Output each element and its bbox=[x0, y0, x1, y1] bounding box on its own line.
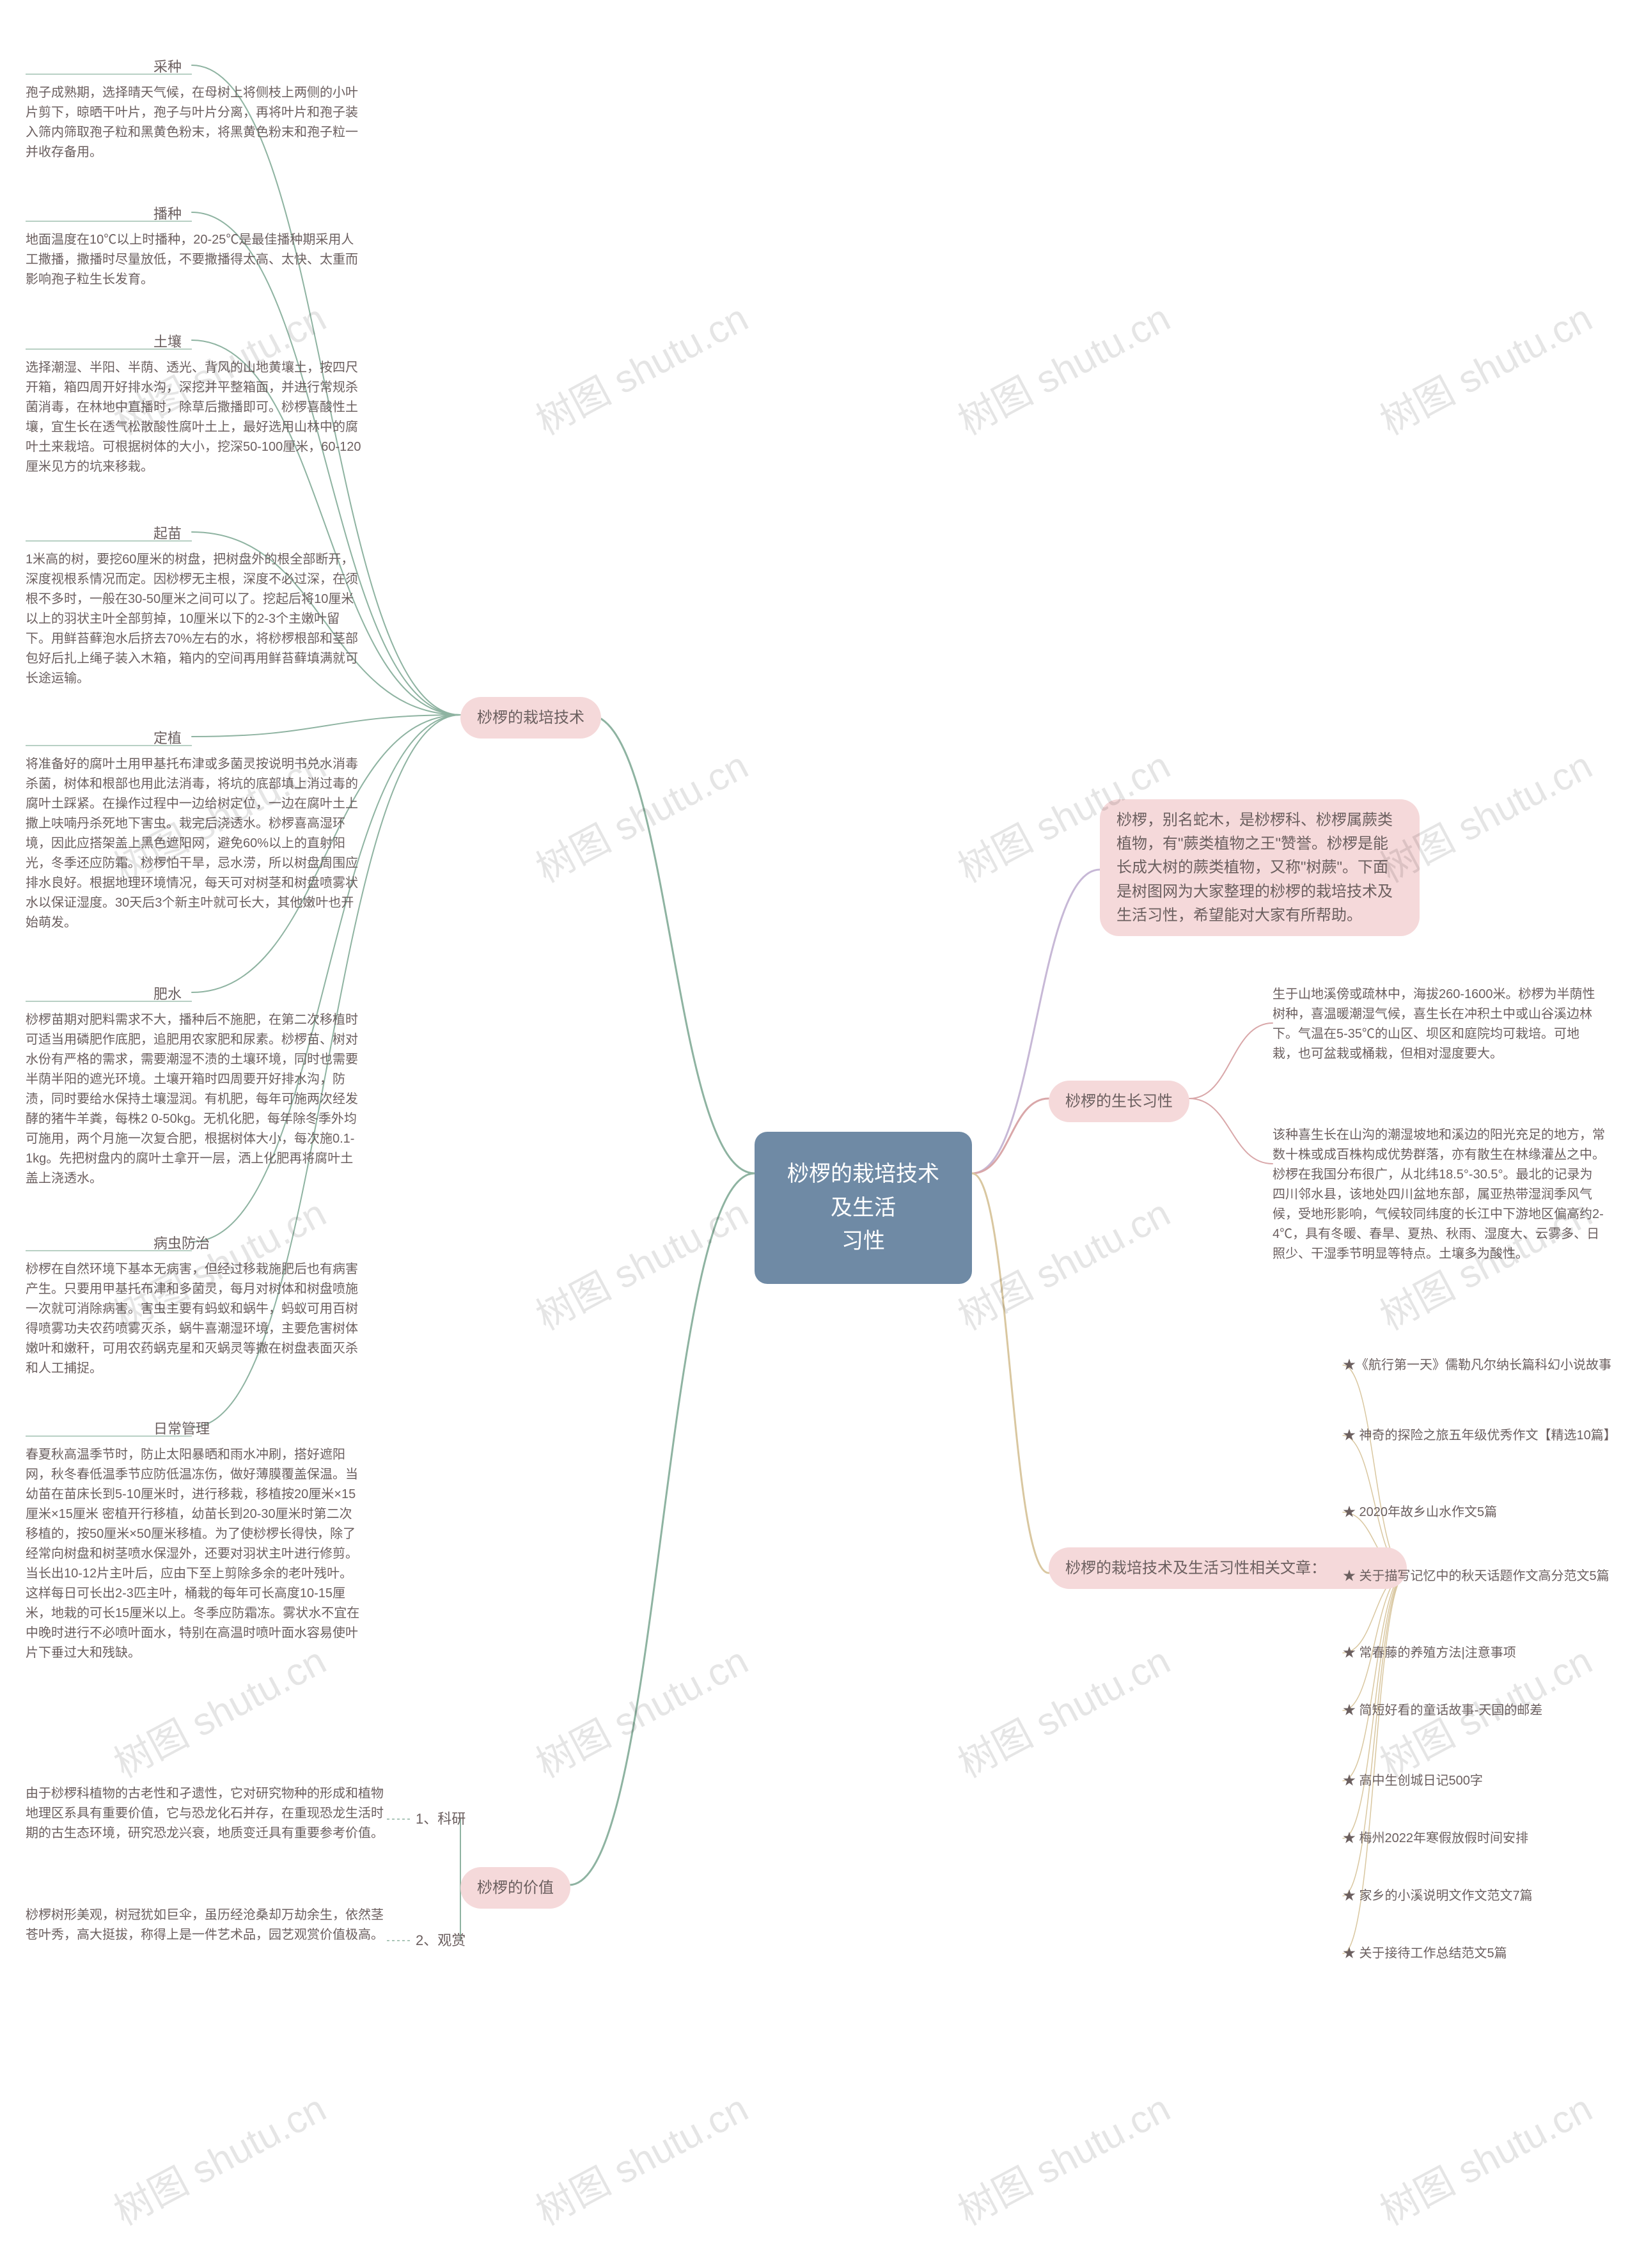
tech-item-title: 肥水 bbox=[153, 986, 182, 1002]
article-item[interactable]: ★ 常春藤的养殖方法|注意事项 bbox=[1343, 1643, 1618, 1662]
value-branch: 桫椤的价值 bbox=[460, 1867, 570, 1909]
article-text: ★ 2020年故乡山水作文5篇 bbox=[1343, 1505, 1497, 1519]
value-item-title-node: 2、观赏 bbox=[416, 1931, 466, 1951]
value-item-title: 1、科研 bbox=[416, 1811, 466, 1827]
growth-item: 生于山地溪傍或疏林中，海拔260-1600米。桫椤为半荫性树种，喜温暖潮湿气候，… bbox=[1273, 985, 1605, 1064]
watermark: 树图 shutu.cn bbox=[947, 288, 1179, 446]
tech-item-title-node: 定植 bbox=[153, 729, 182, 749]
tech-item-title: 病虫防治 bbox=[153, 1235, 210, 1251]
article-item[interactable]: ★ 2020年故乡山水作文5篇 bbox=[1343, 1503, 1618, 1522]
article-item[interactable]: ★ 家乡的小溪说明文作文范文7篇 bbox=[1343, 1886, 1618, 1905]
tech-item-title-node: 肥水 bbox=[153, 985, 182, 1005]
value-item-body: 桫椤树形美观，树冠犹如巨伞，虽历经沧桑却万劫余生，依然茎苍叶秀，高大挺拔，称得上… bbox=[26, 1908, 384, 1942]
watermark: 树图 shutu.cn bbox=[947, 2078, 1179, 2236]
tech-branch: 桫椤的栽培技术 bbox=[460, 697, 601, 739]
value-item-body: 由于桫椤科植物的古老性和孑遗性，它对研究物种的形成和植物地理区系具有重要价值，它… bbox=[26, 1787, 384, 1840]
value-item: 桫椤树形美观，树冠犹如巨伞，虽历经沧桑却万劫余生，依然茎苍叶秀，高大挺拔，称得上… bbox=[26, 1905, 384, 1945]
tech-item-title: 定植 bbox=[153, 730, 182, 746]
tech-item-title-node: 播种 bbox=[153, 205, 182, 224]
tech-item-title: 播种 bbox=[153, 206, 182, 222]
watermark: 树图 shutu.cn bbox=[525, 1631, 756, 1788]
watermark: 树图 shutu.cn bbox=[525, 1183, 756, 1341]
tech-item-title-node: 病虫防治 bbox=[153, 1234, 210, 1254]
tech-item-title: 土壤 bbox=[153, 334, 182, 350]
tech-item: 选择潮湿、半阳、半荫、透光、背风的山地黄壤土，按四尺开箱，箱四周开好排水沟，深挖… bbox=[26, 358, 364, 477]
tech-item: 桫椤在自然环境下基本无病害，但经过移栽施肥后也有病害产生。只要用甲基托布津和多菌… bbox=[26, 1260, 364, 1379]
tech-item: 地面温度在10℃以上时播种，20-25℃是最佳播种期采用人工撒播，撒播时尽量放低… bbox=[26, 230, 364, 290]
article-text: ★ 高中生创城日记500字 bbox=[1343, 1774, 1483, 1788]
watermark: 树图 shutu.cn bbox=[525, 288, 756, 446]
tech-item-title-node: 土壤 bbox=[153, 332, 182, 352]
growth-item-text: 该种喜生长在山沟的潮湿坡地和溪边的阳光充足的地方，常数十株或成百株构成优势群落，… bbox=[1273, 1128, 1605, 1261]
article-text: ★ 简短好看的童话故事-天国的邮差 bbox=[1343, 1703, 1542, 1717]
tech-item-body: 春夏秋高温季节时，防止太阳暴晒和雨水冲刷，搭好遮阳网，秋冬春低温季节应防低温冻伤… bbox=[26, 1448, 359, 1660]
tech-item-title: 日常管理 bbox=[153, 1421, 210, 1437]
tech-item: 桫椤苗期对肥料需求不大，播种后不施肥，在第二次移植时可适当用磷肥作底肥，追肥用农… bbox=[26, 1010, 364, 1189]
article-text: ★ 常春藤的养殖方法|注意事项 bbox=[1343, 1646, 1516, 1660]
article-text: ★ 家乡的小溪说明文作文范文7篇 bbox=[1343, 1889, 1533, 1903]
tech-item-title-node: 日常管理 bbox=[153, 1419, 210, 1439]
article-item[interactable]: ★ 高中生创城日记500字 bbox=[1343, 1771, 1618, 1790]
value-label: 桫椤的价值 bbox=[477, 1879, 554, 1897]
watermark: 树图 shutu.cn bbox=[525, 735, 756, 893]
center-node: 桫椤的栽培技术及生活习性 bbox=[755, 1132, 972, 1284]
growth-item: 该种喜生长在山沟的潮湿坡地和溪边的阳光充足的地方，常数十株或成百株构成优势群落，… bbox=[1273, 1125, 1605, 1264]
watermark: 树图 shutu.cn bbox=[103, 2078, 334, 2236]
tech-item-body: 地面温度在10℃以上时播种，20-25℃是最佳播种期采用人工撒播，撒播时尽量放低… bbox=[26, 233, 358, 286]
article-item[interactable]: ★ 梅州2022年寒假放假时间安排 bbox=[1343, 1829, 1618, 1848]
article-text: ★ 梅州2022年寒假放假时间安排 bbox=[1343, 1831, 1528, 1845]
tech-item-title-node: 起苗 bbox=[153, 524, 182, 544]
tech-item-body: 桫椤在自然环境下基本无病害，但经过移栽施肥后也有病害产生。只要用甲基托布津和多菌… bbox=[26, 1262, 358, 1375]
article-item[interactable]: ★ 神奇的探险之旅五年级优秀作文【精选10篇】 bbox=[1343, 1426, 1618, 1445]
article-text: ★ 关于接待工作总结范文5篇 bbox=[1343, 1946, 1507, 1960]
tech-item: 将准备好的腐叶土用甲基托布津或多菌灵按说明书兑水消毒杀菌，树体和根部也用此法消毒… bbox=[26, 755, 364, 933]
tech-item-body: 1米高的树，要挖60厘米的树盘，把树盘外的根全部断开，深度视根系情况而定。因桫椤… bbox=[26, 552, 358, 685]
tech-item-title: 采种 bbox=[153, 59, 182, 75]
watermark: 树图 shutu.cn bbox=[525, 2078, 756, 2236]
tech-item-body: 桫椤苗期对肥料需求不大，播种后不施肥，在第二次移植时可适当用磷肥作底肥，追肥用农… bbox=[26, 1013, 358, 1185]
tech-item: 春夏秋高温季节时，防止太阳暴晒和雨水冲刷，搭好遮阳网，秋冬春低温季节应防低温冻伤… bbox=[26, 1445, 364, 1663]
tech-label: 桫椤的栽培技术 bbox=[477, 709, 584, 726]
watermark: 树图 shutu.cn bbox=[1369, 2078, 1601, 2236]
tech-item-title: 起苗 bbox=[153, 526, 182, 542]
tech-item-body: 将准备好的腐叶土用甲基托布津或多菌灵按说明书兑水消毒杀菌，树体和根部也用此法消毒… bbox=[26, 757, 358, 930]
tech-item-body: 选择潮湿、半阳、半荫、透光、背风的山地黄壤土，按四尺开箱，箱四周开好排水沟，深挖… bbox=[26, 361, 361, 474]
growth-branch: 桫椤的生长习性 bbox=[1049, 1081, 1189, 1122]
value-item-title-node: 1、科研 bbox=[416, 1810, 466, 1829]
watermark: 树图 shutu.cn bbox=[947, 1631, 1179, 1788]
tech-item: 孢子成熟期，选择晴天气候，在母树上将侧枝上两侧的小叶片剪下，晾晒干叶片，孢子与叶… bbox=[26, 83, 364, 162]
value-item: 由于桫椤科植物的古老性和孑遗性，它对研究物种的形成和植物地理区系具有重要价值，它… bbox=[26, 1784, 384, 1843]
tech-item-title-node: 采种 bbox=[153, 58, 182, 77]
articles-label: 桫椤的栽培技术及生活习性相关文章： bbox=[1065, 1560, 1326, 1577]
article-text: ★《航行第一天》儒勒凡尔纳长篇科幻小说故事 bbox=[1343, 1358, 1611, 1372]
tech-item: 1米高的树，要挖60厘米的树盘，把树盘外的根全部断开，深度视根系情况而定。因桫椤… bbox=[26, 550, 364, 689]
article-item[interactable]: ★ 关于描写记忆中的秋天话题作文高分范文5篇 bbox=[1343, 1567, 1618, 1586]
watermark: 树图 shutu.cn bbox=[947, 1183, 1179, 1341]
value-item-title: 2、观赏 bbox=[416, 1932, 466, 1948]
intro-text: 桫椤，别名蛇木，是桫椤科、桫椤属蕨类植物，有"蕨类植物之王"赞誉。桫椤是能长成大… bbox=[1116, 811, 1393, 924]
tech-item-body: 孢子成熟期，选择晴天气候，在母树上将侧枝上两侧的小叶片剪下，晾晒干叶片，孢子与叶… bbox=[26, 86, 358, 159]
intro-node: 桫椤，别名蛇木，是桫椤科、桫椤属蕨类植物，有"蕨类植物之王"赞誉。桫椤是能长成大… bbox=[1100, 799, 1420, 936]
article-item[interactable]: ★《航行第一天》儒勒凡尔纳长篇科幻小说故事 bbox=[1343, 1356, 1618, 1375]
center-title: 桫椤的栽培技术及生活习性 bbox=[787, 1162, 939, 1253]
article-item[interactable]: ★ 简短好看的童话故事-天国的邮差 bbox=[1343, 1701, 1618, 1720]
growth-item-text: 生于山地溪傍或疏林中，海拔260-1600米。桫椤为半荫性树种，喜温暖潮湿气候，… bbox=[1273, 987, 1595, 1061]
article-item[interactable]: ★ 关于接待工作总结范文5篇 bbox=[1343, 1944, 1618, 1963]
article-text: ★ 神奇的探险之旅五年级优秀作文【精选10篇】 bbox=[1343, 1428, 1617, 1443]
growth-label: 桫椤的生长习性 bbox=[1065, 1093, 1173, 1110]
article-text: ★ 关于描写记忆中的秋天话题作文高分范文5篇 bbox=[1343, 1569, 1610, 1583]
watermark: 树图 shutu.cn bbox=[1369, 288, 1601, 446]
